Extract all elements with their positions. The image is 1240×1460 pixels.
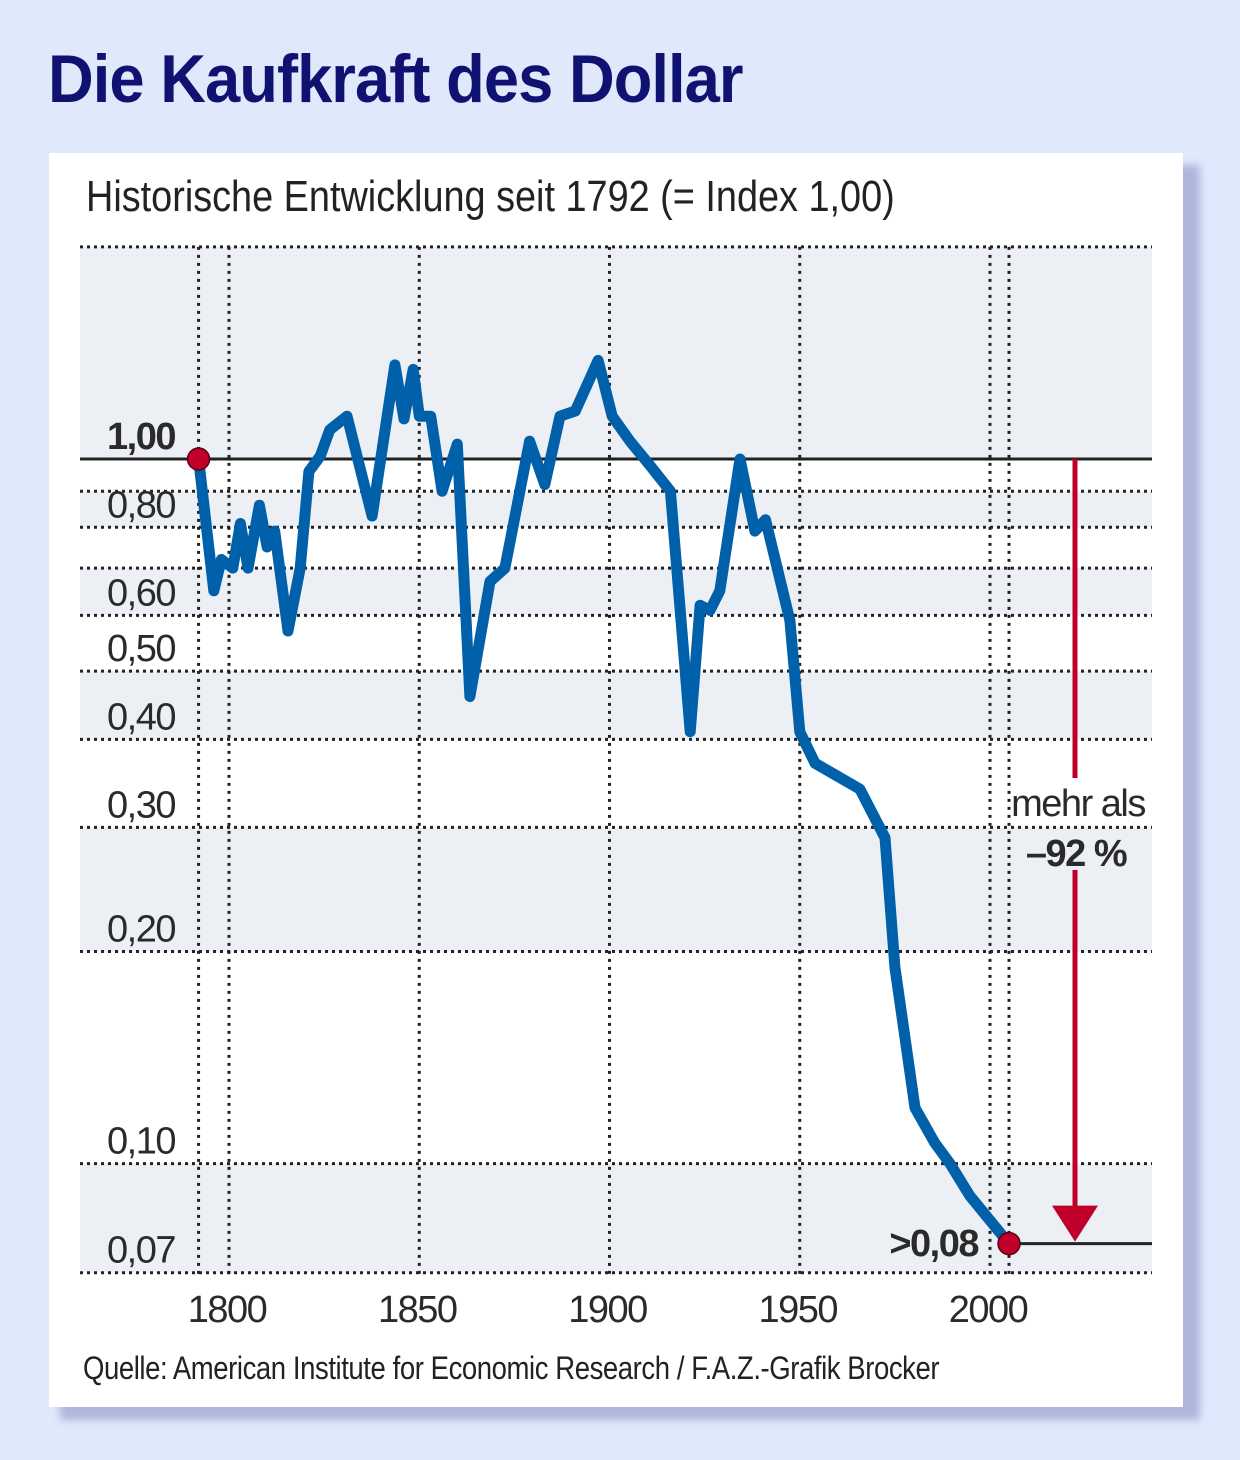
y-tick-label: 0,10	[107, 1121, 175, 1163]
gridlines	[80, 245, 1152, 1275]
chart-title: Die Kaufkraft des Dollar	[48, 41, 744, 117]
y-tick-label: 0,20	[107, 908, 175, 950]
series-layer	[186, 354, 1152, 1256]
x-tick-label: 1850	[378, 1289, 457, 1331]
y-tick-label: 0,30	[107, 784, 175, 826]
x-tick-label: 2000	[949, 1289, 1028, 1331]
x-tick-label: 1800	[188, 1289, 267, 1331]
x-axis-ticks: 1800 1850 1900 1950 2000	[188, 1289, 1029, 1331]
x-tick-label: 1950	[758, 1289, 837, 1331]
end-marker	[997, 1231, 1021, 1256]
start-marker	[186, 447, 211, 471]
y-axis-ticks: 1,00 0,80 0,60 0,50 0,40 0,30 0,20 0,10 0,07	[107, 416, 177, 1272]
source-note: Quelle: American Institute for Economic …	[83, 1350, 940, 1386]
end-value-label: >0,08	[889, 1223, 978, 1265]
y-tick-label: 0,60	[107, 572, 175, 614]
annotations: mehr als –92 % >0,08	[889, 783, 1147, 1265]
band	[80, 671, 1152, 740]
band	[80, 827, 1152, 952]
arrow-head	[1052, 1205, 1098, 1242]
band	[80, 568, 1152, 616]
y-tick-label: 0,50	[107, 628, 175, 670]
change-label-line1: mehr als	[1011, 783, 1145, 825]
y-tick-label: 1,00	[107, 416, 175, 458]
x-tick-label: 1900	[568, 1289, 647, 1331]
y-tick-label: 0,07	[107, 1230, 175, 1272]
decline-arrow	[1052, 459, 1098, 1242]
band	[80, 1163, 1152, 1273]
y-tick-label: 0,40	[107, 696, 175, 738]
chart-subtitle: Historische Entwicklung seit 1792 (= Ind…	[86, 172, 895, 221]
y-tick-label: 0,80	[107, 484, 175, 526]
change-label-percent: –92 %	[1026, 833, 1127, 875]
